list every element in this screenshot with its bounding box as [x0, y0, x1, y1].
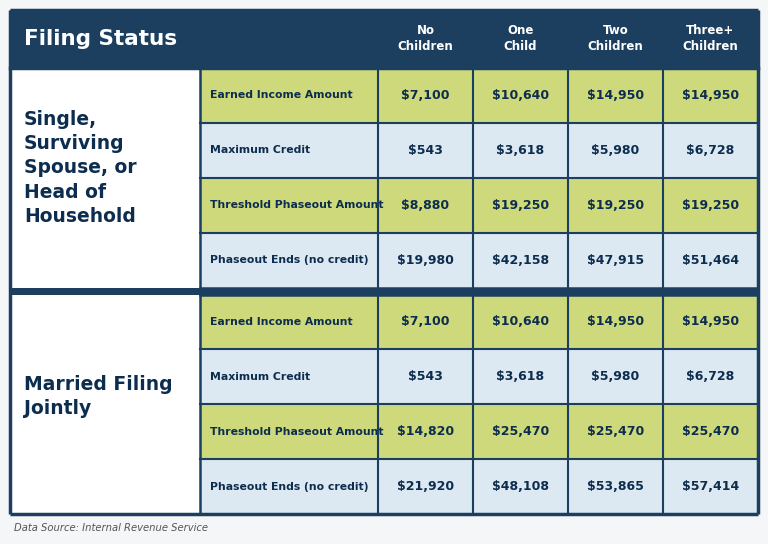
Text: $19,980: $19,980 [397, 254, 454, 267]
Bar [568, 294, 663, 349]
Bar [663, 294, 758, 349]
Text: $25,470: $25,470 [587, 425, 644, 438]
Bar [378, 459, 473, 514]
Bar [473, 459, 568, 514]
Bar [378, 294, 473, 349]
Text: $47,915: $47,915 [587, 254, 644, 267]
Text: Single,
Surviving
Spouse, or
Head of
Household: Single, Surviving Spouse, or Head of Hou… [24, 110, 137, 226]
Text: Three+
Children: Three+ Children [683, 24, 738, 53]
Text: $5,980: $5,980 [591, 370, 640, 384]
Text: $3,618: $3,618 [496, 370, 545, 384]
Bar [568, 233, 663, 287]
Bar [663, 404, 758, 459]
Bar [568, 349, 663, 404]
Text: $8,880: $8,880 [402, 199, 449, 212]
Bar [473, 68, 568, 123]
Text: $25,470: $25,470 [492, 425, 549, 438]
Text: $57,414: $57,414 [682, 480, 739, 493]
Text: One
Child: One Child [504, 24, 538, 53]
Bar [568, 123, 663, 178]
Text: $10,640: $10,640 [492, 89, 549, 102]
Bar [473, 294, 568, 349]
Bar [473, 404, 568, 459]
Text: $14,950: $14,950 [682, 89, 739, 102]
Bar [378, 349, 473, 404]
Bar [568, 68, 663, 123]
Bar [200, 349, 378, 404]
Bar [10, 294, 200, 514]
Bar [10, 68, 200, 287]
Text: Data Source: Internal Revenue Service: Data Source: Internal Revenue Service [14, 523, 208, 533]
Text: Married Filing
Jointly: Married Filing Jointly [24, 375, 173, 418]
Text: $14,950: $14,950 [587, 316, 644, 329]
Text: Filing Status: Filing Status [24, 29, 177, 49]
Text: No
Children: No Children [398, 24, 453, 53]
Text: $19,250: $19,250 [492, 199, 549, 212]
Bar [378, 404, 473, 459]
Bar [568, 178, 663, 233]
Text: $19,250: $19,250 [587, 199, 644, 212]
Bar [378, 178, 473, 233]
Bar [378, 68, 473, 123]
Text: $14,950: $14,950 [682, 316, 739, 329]
Text: Earned Income Amount: Earned Income Amount [210, 90, 353, 101]
Bar [200, 294, 378, 349]
Text: Threshold Phaseout Amount: Threshold Phaseout Amount [210, 200, 383, 210]
Text: $6,728: $6,728 [687, 370, 735, 384]
Bar [200, 123, 378, 178]
Bar [200, 404, 378, 459]
Text: $51,464: $51,464 [682, 254, 739, 267]
Bar [473, 123, 568, 178]
Text: $21,920: $21,920 [397, 480, 454, 493]
Bar [10, 287, 758, 294]
Bar [663, 123, 758, 178]
Text: $14,820: $14,820 [397, 425, 454, 438]
Text: $53,865: $53,865 [587, 480, 644, 493]
Text: Maximum Credit: Maximum Credit [210, 372, 310, 382]
Bar [473, 349, 568, 404]
Text: $543: $543 [408, 144, 443, 157]
Bar [378, 123, 473, 178]
Bar [473, 233, 568, 287]
Text: $7,100: $7,100 [401, 89, 450, 102]
Text: $48,108: $48,108 [492, 480, 549, 493]
Text: Phaseout Ends (no credit): Phaseout Ends (no credit) [210, 255, 369, 265]
Text: Two
Children: Two Children [588, 24, 644, 53]
Bar [663, 178, 758, 233]
Bar [663, 459, 758, 514]
Text: Phaseout Ends (no credit): Phaseout Ends (no credit) [210, 481, 369, 492]
Text: $25,470: $25,470 [682, 425, 739, 438]
Text: $5,980: $5,980 [591, 144, 640, 157]
Bar [200, 233, 378, 287]
Bar [10, 10, 758, 68]
Text: $543: $543 [408, 370, 443, 384]
Bar [200, 68, 378, 123]
Text: Earned Income Amount: Earned Income Amount [210, 317, 353, 327]
Bar [663, 349, 758, 404]
Text: Maximum Credit: Maximum Credit [210, 145, 310, 156]
Bar [663, 68, 758, 123]
Text: $3,618: $3,618 [496, 144, 545, 157]
Text: $6,728: $6,728 [687, 144, 735, 157]
Bar [663, 233, 758, 287]
Bar [568, 459, 663, 514]
Bar [378, 233, 473, 287]
Bar [200, 459, 378, 514]
Text: $10,640: $10,640 [492, 316, 549, 329]
Text: $19,250: $19,250 [682, 199, 739, 212]
Text: $7,100: $7,100 [401, 316, 450, 329]
Bar [473, 178, 568, 233]
Bar [200, 178, 378, 233]
Text: $14,950: $14,950 [587, 89, 644, 102]
Text: $42,158: $42,158 [492, 254, 549, 267]
Text: Threshold Phaseout Amount: Threshold Phaseout Amount [210, 426, 383, 437]
Bar [568, 404, 663, 459]
